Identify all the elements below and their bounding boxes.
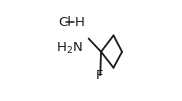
Text: Cl: Cl: [58, 16, 71, 29]
Text: H$_2$N: H$_2$N: [56, 41, 82, 56]
Text: H: H: [75, 16, 85, 29]
Text: F: F: [96, 69, 103, 82]
